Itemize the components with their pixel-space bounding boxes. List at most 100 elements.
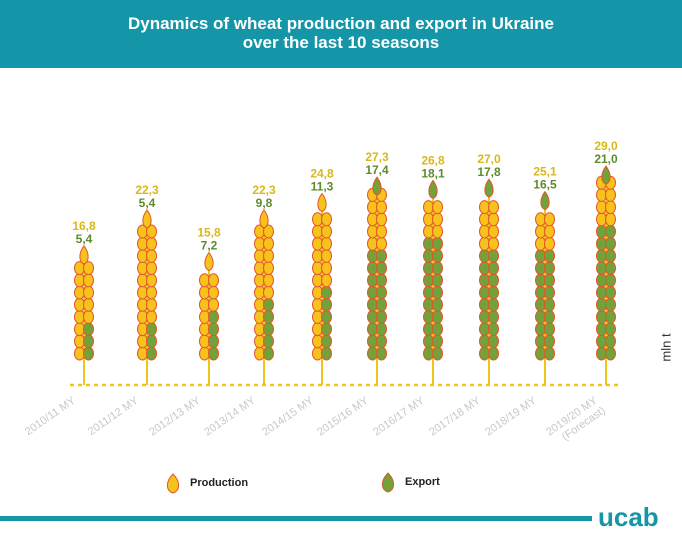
wheat-tip	[142, 209, 152, 229]
export-kernel	[605, 346, 616, 361]
export-kernel	[488, 273, 499, 288]
production-kernel	[146, 297, 157, 312]
export-kernel	[321, 309, 332, 324]
production-kernel	[488, 200, 499, 215]
export-kernel	[146, 334, 157, 349]
production-kernel	[488, 224, 499, 239]
production-kernel	[146, 224, 157, 239]
wheat-ear	[254, 209, 274, 385]
export-value-label: 9,8	[256, 196, 273, 210]
export-kernel	[376, 285, 387, 300]
wheat-ear	[423, 179, 443, 385]
wheat-tip	[372, 176, 382, 196]
production-kernel	[605, 200, 616, 215]
category-tick-label: 2011/12 MY	[86, 394, 141, 438]
wheat-tip	[204, 251, 214, 272]
export-kernel	[544, 248, 555, 263]
export-kernel	[263, 346, 274, 361]
production-kernel	[432, 212, 443, 227]
production-value-label: 27,3	[365, 150, 389, 164]
category-tick-label: 2018/19 MY	[483, 394, 539, 438]
production-kernel	[208, 297, 219, 312]
export-kernel	[605, 248, 616, 263]
wheat-ear	[367, 176, 387, 385]
title-banner: Dynamics of wheat production and export …	[0, 0, 682, 68]
category-tick-label: 2013/14 MY	[202, 394, 258, 438]
export-kernel	[605, 309, 616, 324]
wheat-ear	[74, 245, 94, 385]
production-kernel	[605, 212, 616, 227]
export-kernel	[544, 309, 555, 324]
export-kernel	[208, 309, 219, 324]
export-value-label: 21,0	[594, 152, 618, 166]
production-kernel	[321, 273, 332, 288]
export-kernel	[376, 346, 387, 361]
production-kernel	[544, 212, 555, 227]
production-kernel	[263, 273, 274, 288]
category-tick-label: 2012/13 MY	[147, 394, 203, 438]
export-kernel	[432, 248, 443, 263]
wheat-tip	[428, 179, 438, 199]
wheat-ear	[479, 178, 499, 385]
production-kernel	[432, 224, 443, 239]
unit-label: mln t	[658, 333, 674, 362]
export-kernel	[544, 261, 555, 276]
production-kernel	[83, 309, 94, 324]
export-kernel	[263, 322, 274, 337]
export-kernel	[605, 273, 616, 288]
production-kernel	[146, 261, 157, 276]
wheat-ear	[199, 251, 219, 385]
export-kernel	[432, 261, 443, 276]
category-tick-label: 2017/18 MY	[427, 394, 483, 438]
production-kernel	[321, 212, 332, 227]
production-value-label: 22,3	[135, 183, 159, 197]
wheat-ear	[312, 192, 332, 385]
export-kernel	[146, 322, 157, 337]
export-kernel	[432, 285, 443, 300]
export-kernel	[376, 334, 387, 349]
production-kernel	[146, 285, 157, 300]
production-value-label: 26,8	[421, 153, 445, 167]
export-kernel	[432, 334, 443, 349]
export-kernel	[208, 334, 219, 349]
production-kernel	[146, 309, 157, 324]
production-kernel	[321, 261, 332, 276]
production-kernel	[432, 200, 443, 215]
legend-production-icon	[166, 473, 180, 494]
export-kernel	[376, 273, 387, 288]
wheat-ear	[535, 190, 555, 385]
production-kernel	[208, 273, 219, 288]
export-kernel	[376, 309, 387, 324]
export-kernel	[321, 334, 332, 349]
legend-production-label: Production	[190, 477, 249, 489]
export-kernel	[83, 346, 94, 361]
export-kernel	[432, 346, 443, 361]
category-tick-label: 2010/11 MY	[23, 394, 78, 438]
export-kernel	[208, 322, 219, 337]
legend-export-label: Export	[405, 476, 440, 488]
export-value-label: 5,4	[76, 232, 93, 246]
export-kernel	[488, 334, 499, 349]
export-kernel	[321, 322, 332, 337]
production-value-label: 25,1	[533, 165, 557, 179]
export-value-label: 16,5	[533, 178, 557, 192]
export-kernel	[432, 273, 443, 288]
export-kernel	[263, 309, 274, 324]
export-kernel	[605, 322, 616, 337]
category-tick-label: 2016/17 MY	[371, 394, 427, 438]
export-kernel	[605, 224, 616, 239]
production-value-label: 27,0	[477, 152, 501, 166]
export-kernel	[488, 285, 499, 300]
chart-title-line-2: over the last 10 seasons	[242, 33, 440, 52]
production-kernel	[146, 248, 157, 263]
production-kernel	[208, 285, 219, 300]
export-kernel	[544, 346, 555, 361]
export-kernel	[321, 346, 332, 361]
export-kernel	[321, 297, 332, 312]
export-kernel	[376, 297, 387, 312]
production-kernel	[488, 212, 499, 227]
production-value-label: 29,0	[594, 139, 618, 153]
wheat-tip	[79, 245, 89, 265]
export-kernel	[376, 248, 387, 263]
legend-export-icon	[381, 472, 395, 493]
